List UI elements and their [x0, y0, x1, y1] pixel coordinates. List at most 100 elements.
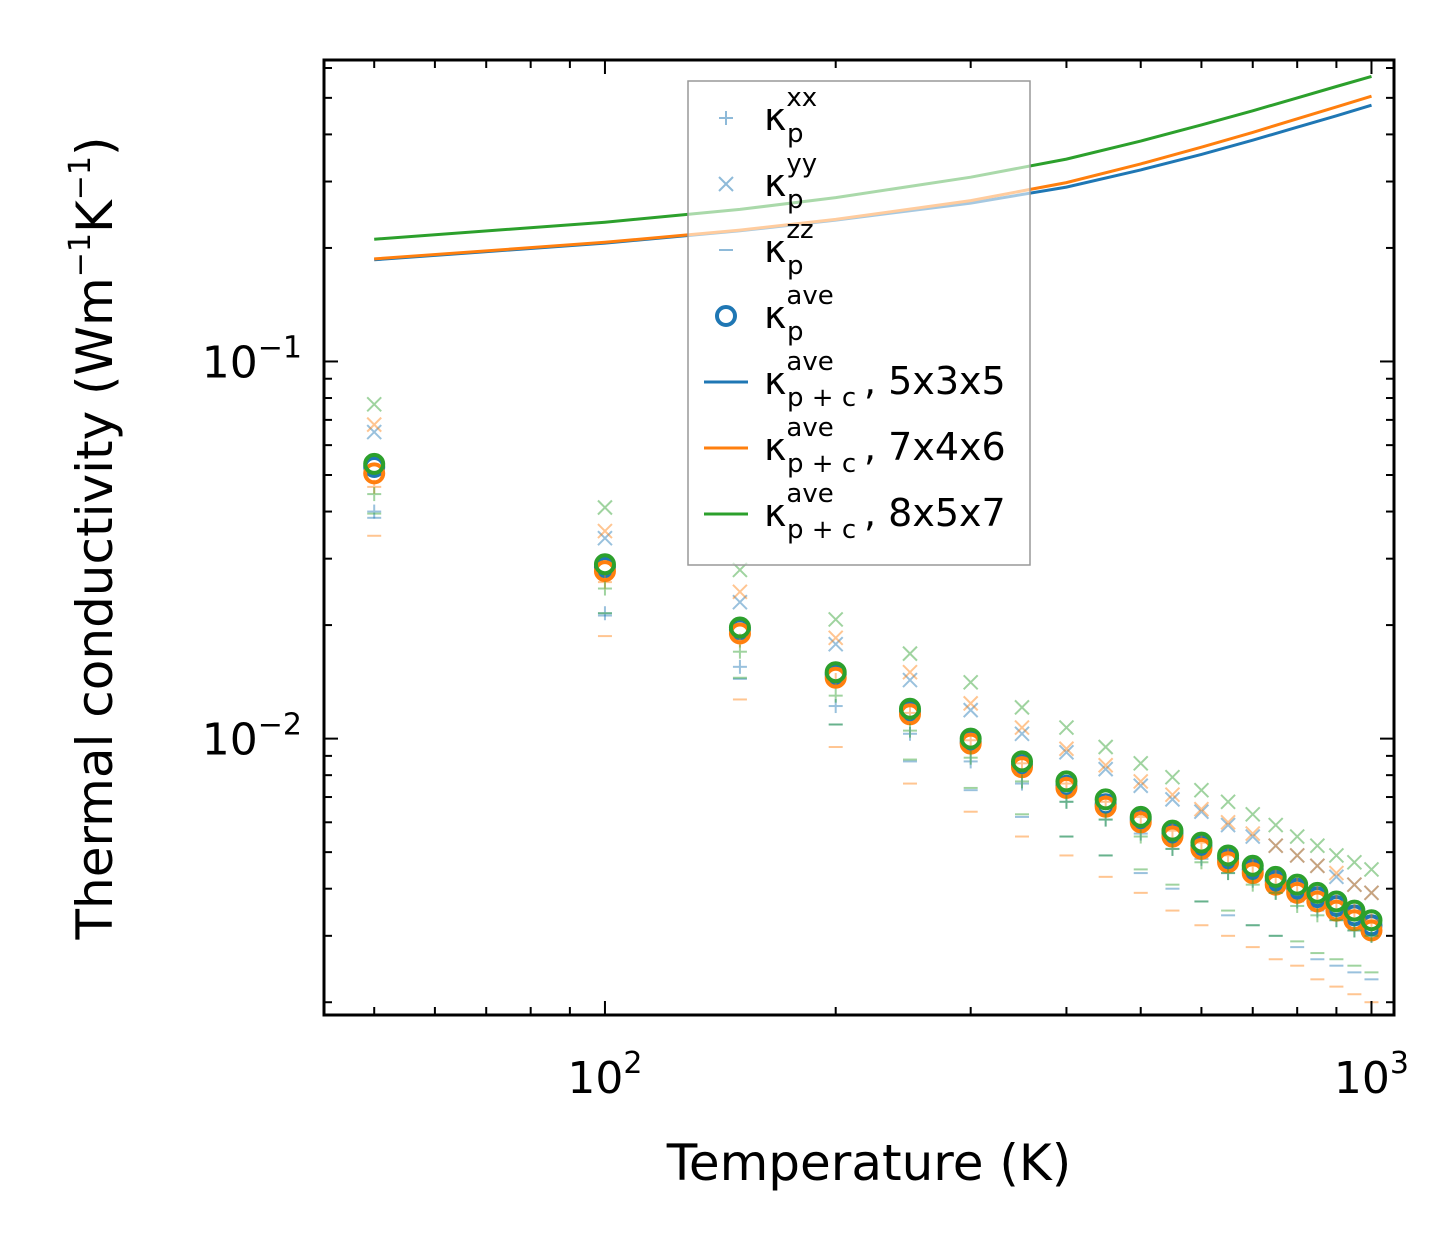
point-ave-8x5x7-850 [1306, 881, 1329, 904]
point-yy-5x3x5-200-d1 [827, 636, 844, 652]
point-ave-8x5x7-900 [1325, 890, 1348, 913]
legend-label-suffix: , 5x3x5 [864, 359, 1006, 403]
point-yy-8x5x7-200-d2 [827, 611, 844, 628]
point-yy-8x5x7-500-d1 [1133, 755, 1149, 772]
point-ave-8x5x7-800-ring [1286, 873, 1309, 896]
point-yy-7x4x6-100 [597, 523, 613, 539]
point-yy-5x3x5-950-d2 [1346, 876, 1363, 893]
point-yy-5x3x5-850-d2 [1309, 858, 1326, 874]
point-yy-8x5x7-700-d2 [1245, 806, 1261, 823]
point-xx-5x3x5-250 [902, 726, 917, 741]
point-yy-8x5x7-800 [1289, 828, 1305, 845]
point-yy-7x4x6-250-d2 [902, 664, 918, 680]
point-ave-7x4x6-400 [1055, 776, 1078, 799]
point-ave-8x5x7-100 [593, 553, 616, 576]
point-yy-7x4x6-850 [1309, 858, 1326, 874]
point-yy-5x3x5-700-d2 [1245, 828, 1261, 845]
point-yy-5x3x5-1000-d1 [1363, 885, 1380, 901]
legend-label-base: κ [764, 227, 786, 271]
point-yy-7x4x6-900-d2 [1328, 865, 1345, 881]
point-xx-5x3x5-100 [597, 606, 612, 621]
point-yy-5x3x5-800 [1289, 847, 1305, 864]
point-ave-8x5x7-750-ring [1264, 865, 1287, 888]
point-yy-7x4x6-450-d1 [1097, 757, 1114, 773]
legend-label-sup: yy [786, 149, 817, 179]
legend-label-sub: p + c [787, 383, 856, 413]
point-yy-7x4x6-700-d2 [1245, 825, 1261, 842]
point-yy-5x3x5-200-d2 [827, 636, 844, 652]
point-ave-7x4x6-800-ring [1286, 881, 1309, 904]
legend-entry-3: κave p [715, 281, 834, 347]
x-axis-title: Temperature (K) [666, 1134, 1071, 1192]
legend-label: κyy p [764, 149, 817, 215]
point-yy-7x4x6-350-d2 [1014, 719, 1030, 736]
legend-entry-1: κyy p [718, 149, 817, 215]
point-yy-8x5x7-800-d2 [1289, 828, 1305, 845]
point-xx-8x5x7-450 [1098, 812, 1113, 827]
point-ave-8x5x7-200 [824, 661, 847, 684]
x-tick-label-base: 10 [567, 1053, 623, 1104]
point-yy-5x3x5-850 [1309, 858, 1326, 874]
point-ave-8x5x7-400 [1055, 770, 1078, 793]
point-yy-5x3x5-550-d1 [1164, 791, 1181, 808]
point-yy-8x5x7-1000 [1363, 861, 1380, 878]
point-yy-7x4x6-200 [827, 630, 844, 646]
point-yy-5x3x5-750-d2 [1268, 838, 1284, 854]
y-axis-title-mid: K [66, 199, 124, 233]
x-tick-label-base: 10 [1334, 1053, 1390, 1104]
point-ave-8x5x7-550 [1161, 819, 1184, 842]
point-yy-5x3x5-650-d1 [1220, 817, 1236, 833]
point-yy-8x5x7-550 [1164, 769, 1181, 785]
point-ave-7x4x6-800 [1286, 881, 1309, 904]
legend-label: κave p + c , 7x4x6 [764, 413, 1006, 479]
point-ave-8x5x7-500-ring [1129, 805, 1152, 828]
point-yy-7x4x6-400-d2 [1058, 741, 1075, 757]
point-yy-8x5x7-350 [1014, 699, 1030, 716]
point-yy-5x3x5-450-d1 [1097, 761, 1114, 777]
legend-label-sup: ave [786, 281, 833, 311]
point-ave-8x5x7-300-ring [959, 727, 982, 750]
plot-frame [322, 58, 1396, 1017]
point-yy-8x5x7-650-d1 [1220, 794, 1236, 810]
legend-marker-x-d2 [718, 176, 734, 192]
point-ave-7x4x6-650-ring [1217, 851, 1240, 874]
point-yy-7x4x6-100-d2 [597, 523, 613, 539]
point-xx-8x5x7-250 [902, 723, 917, 738]
y-tick-label-exp: −1 [258, 330, 302, 365]
point-yy-5x3x5-600-d1 [1193, 804, 1210, 820]
point-yy-7x4x6-650-d2 [1220, 814, 1236, 830]
point-yy-8x5x7-800-d1 [1289, 828, 1305, 845]
point-ave-8x5x7-500 [1129, 805, 1152, 828]
point-ave-8x5x7-650-ring [1217, 844, 1240, 867]
point-yy-8x5x7-400-d1 [1058, 719, 1075, 736]
point-ave-8x5x7-50-ring [363, 452, 386, 475]
point-yy-8x5x7-300-d1 [962, 674, 979, 691]
point-ave-8x5x7-450-ring [1094, 788, 1117, 811]
point-yy-5x3x5-950-d1 [1346, 876, 1363, 893]
point-xx-8x5x7-500 [1133, 829, 1148, 844]
point-yy-7x4x6-650-d1 [1220, 814, 1236, 830]
legend-label-base: κ [764, 491, 786, 535]
point-ave-8x5x7-750 [1264, 865, 1287, 888]
point-ave-8x5x7-650 [1217, 844, 1240, 867]
point-yy-5x3x5-900-d2 [1328, 869, 1345, 885]
point-ave-8x5x7-300 [959, 727, 982, 750]
point-xx-8x5x7-550 [1165, 841, 1180, 856]
point-yy-5x3x5-1000 [1363, 885, 1380, 901]
point-yy-5x3x5-550-d2 [1164, 791, 1181, 808]
point-yy-5x3x5-1000-d2 [1363, 885, 1380, 901]
legend-entry-0: κxx p [719, 83, 817, 149]
point-xx-8x5x7-900 [1329, 913, 1344, 928]
point-yy-8x5x7-600 [1193, 782, 1210, 798]
point-yy-8x5x7-50 [366, 396, 382, 412]
point-ave-7x4x6-1000-ring [1360, 919, 1383, 942]
point-yy-5x3x5-350-d1 [1014, 726, 1030, 742]
point-yy-8x5x7-450-d2 [1097, 739, 1114, 755]
legend-label-base: κ [764, 95, 786, 139]
point-yy-7x4x6-400 [1058, 741, 1075, 757]
y-axis-title-exp2: −1 [63, 156, 98, 200]
point-yy-7x4x6-250-d1 [902, 664, 918, 680]
point-xx-5x3x5-300 [963, 754, 978, 769]
point-yy-5x3x5-750-d1 [1268, 838, 1284, 854]
